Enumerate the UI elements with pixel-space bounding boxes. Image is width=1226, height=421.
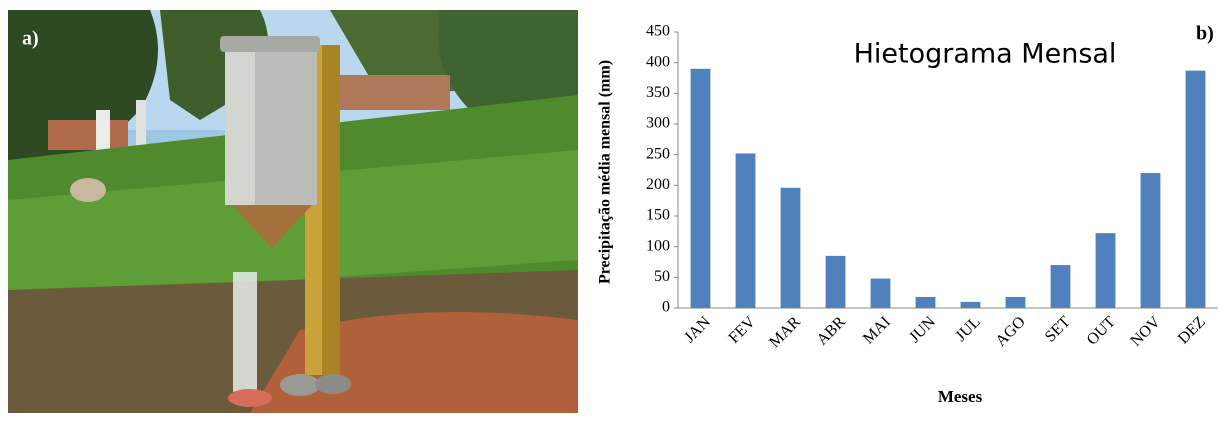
x-tick-label: DEZ (1175, 313, 1209, 347)
x-tick-label: SET (1042, 313, 1074, 345)
bar (1051, 265, 1071, 308)
y-tick-label: 0 (662, 299, 670, 316)
y-tick-label: 200 (646, 176, 670, 193)
y-tick-label: 250 (646, 145, 670, 162)
bar (1141, 173, 1161, 308)
bar (1186, 71, 1206, 308)
photo: a) (8, 10, 578, 413)
x-tick-label: JUL (952, 313, 984, 345)
bar (781, 188, 801, 308)
y-tick-label: 450 (646, 23, 670, 40)
x-axis-label: Meses (938, 387, 983, 406)
y-tick-label: 100 (646, 237, 670, 254)
bar (826, 256, 846, 308)
bar (1096, 233, 1116, 308)
y-tick-label: 150 (646, 207, 670, 224)
x-tick-label: MAI (860, 313, 894, 347)
x-tick-label: JAN (681, 313, 714, 346)
bar (871, 279, 891, 308)
y-tick-label: 400 (646, 53, 670, 70)
x-tick-label: MAR (766, 313, 804, 351)
x-tick-label: JUN (906, 313, 939, 346)
y-axis-label: Precipitação média mensal (mm) (597, 60, 614, 284)
y-tick-label: 50 (654, 268, 670, 285)
x-tick-label: AGO (992, 313, 1029, 350)
x-tick-label: NOV (1127, 313, 1164, 350)
bar (961, 302, 981, 308)
bar (916, 297, 936, 308)
bar (736, 153, 756, 308)
x-tick-label: FEV (726, 313, 760, 347)
x-tick-label: ABR (814, 313, 850, 349)
bar (1006, 297, 1026, 308)
x-tick-label: OUT (1084, 313, 1119, 348)
panel-label: a) (22, 28, 39, 50)
bar (691, 69, 711, 308)
figure: a) b) Hietograma Mensal Meses Precipitaç… (0, 0, 1226, 416)
y-tick-label: 300 (646, 115, 670, 132)
y-tick-label: 350 (646, 84, 670, 101)
chart-title: Hietograma Mensal (854, 39, 1117, 70)
panel-label: b) (1196, 23, 1214, 45)
